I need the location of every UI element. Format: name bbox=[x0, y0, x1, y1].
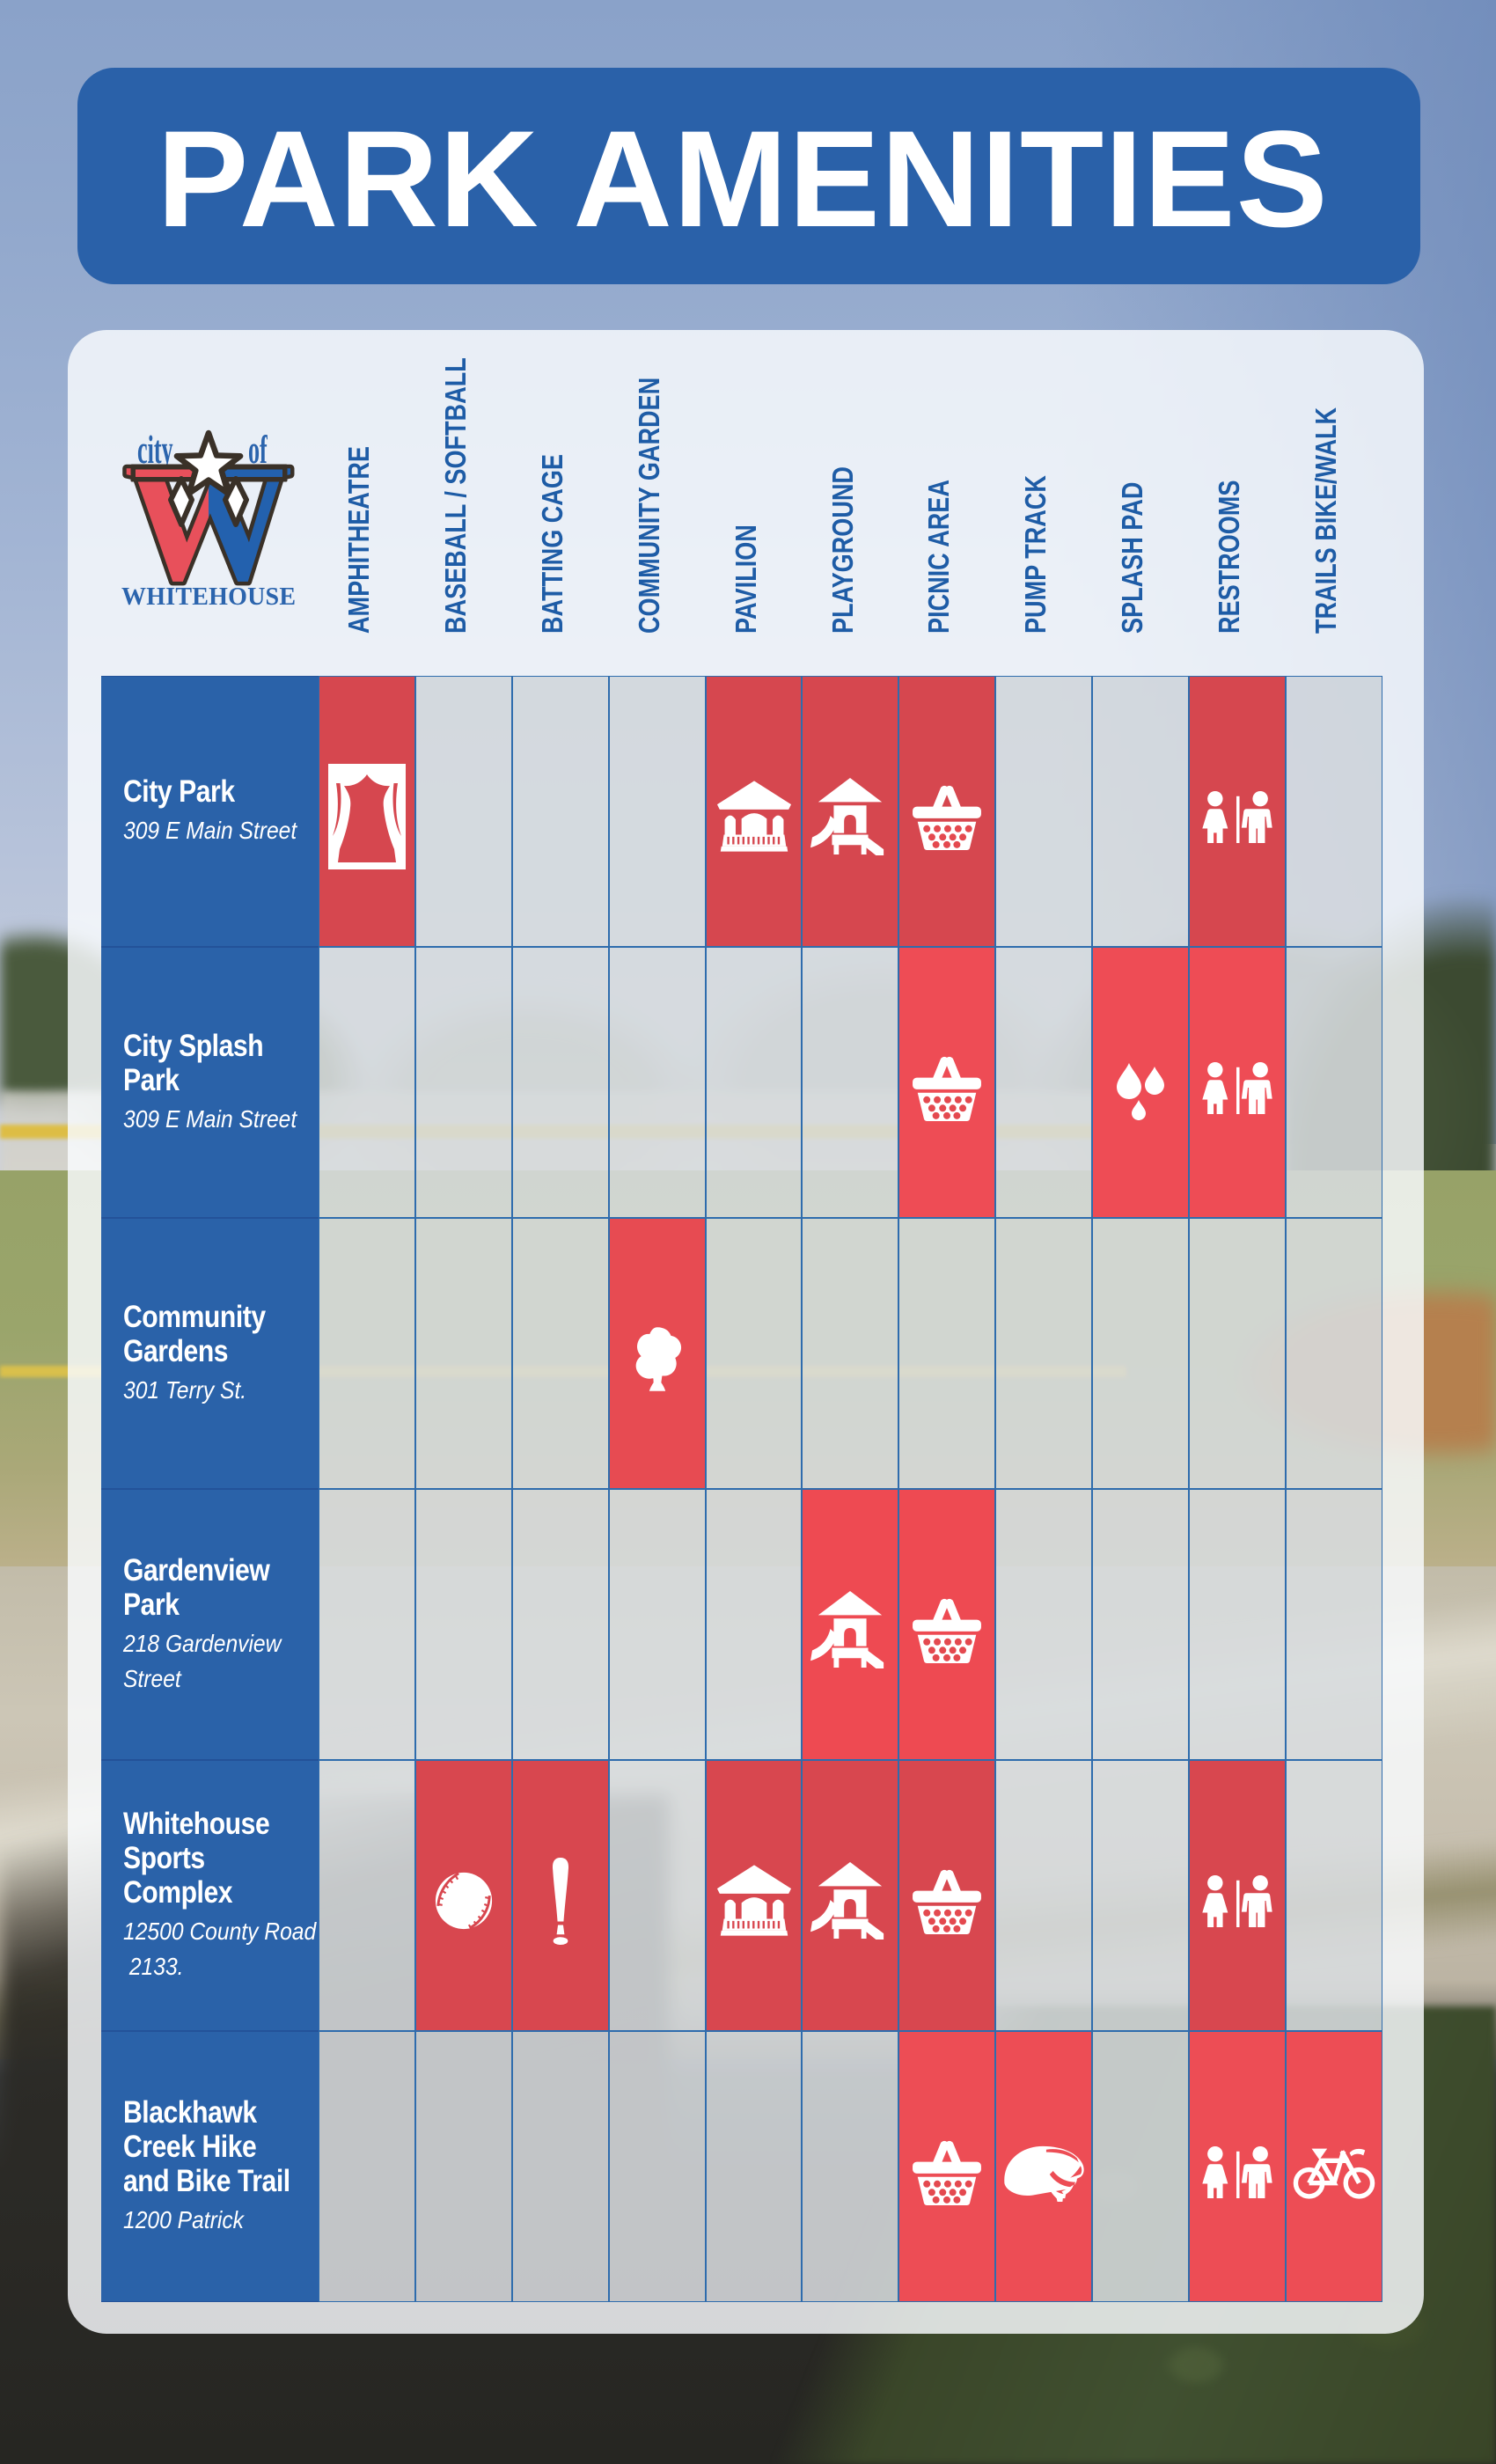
svg-text:of: of bbox=[248, 428, 268, 472]
svg-text:WHITEHOUSE: WHITEHOUSE bbox=[121, 583, 296, 611]
svg-text:city: city bbox=[137, 428, 173, 472]
